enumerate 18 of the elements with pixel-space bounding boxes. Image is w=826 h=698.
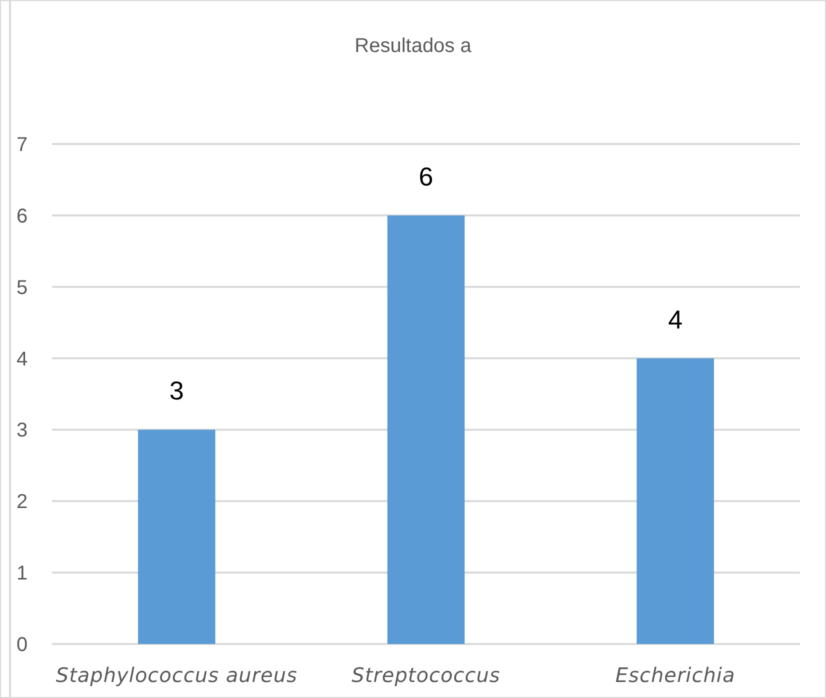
y-tick-label: 2 xyxy=(16,491,28,514)
data-label: 6 xyxy=(418,161,434,192)
x-tick-label: Escherichia xyxy=(615,663,736,687)
y-tick-label: 6 xyxy=(16,205,28,228)
y-tick-label: 7 xyxy=(16,134,28,156)
x-tick-label: Streptococcus xyxy=(352,663,500,687)
y-tick-label: 4 xyxy=(16,348,28,370)
y-tick-label: 3 xyxy=(16,420,28,442)
chart-title: Resultados a xyxy=(354,35,472,57)
bar xyxy=(387,215,465,644)
data-label: 3 xyxy=(169,376,184,406)
bar xyxy=(138,430,216,644)
x-tick-label: Staphylococcus aureus xyxy=(56,663,298,687)
y-tick-label: 0 xyxy=(16,634,28,656)
bar xyxy=(636,358,714,644)
y-tick-label: 1 xyxy=(16,562,28,585)
data-label: 4 xyxy=(668,304,683,334)
y-tick-label: 5 xyxy=(16,276,28,299)
